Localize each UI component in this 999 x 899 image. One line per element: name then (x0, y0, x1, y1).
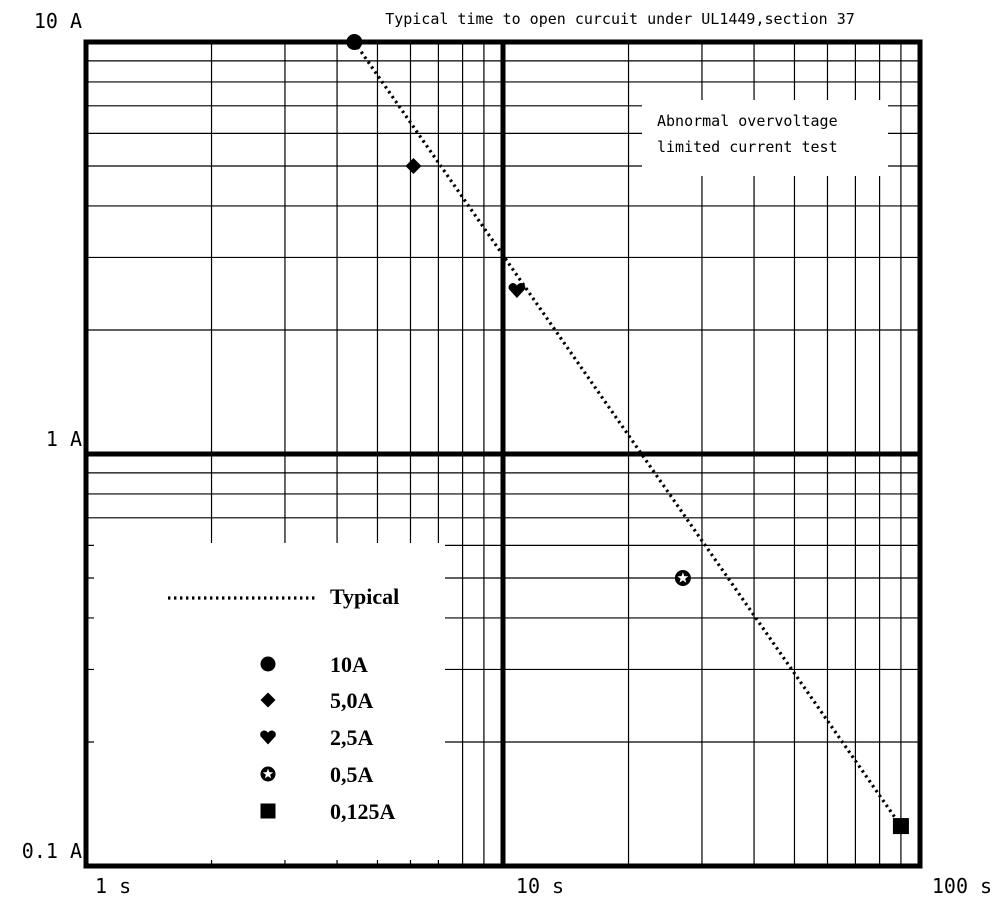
legend-marker-diamond (260, 692, 276, 708)
data-point-star-circle (674, 570, 691, 587)
x-tick-label: 1 s (95, 874, 131, 898)
y-tick-label: 10 A (34, 9, 82, 33)
legend-entry-label: 0,5A (330, 762, 374, 787)
annotation-line-1: Abnormal overvoltage (657, 112, 838, 130)
y-tick-label: 1 A (46, 427, 82, 451)
data-point-square (892, 818, 909, 835)
legend-marker-heart (260, 730, 276, 745)
chart-title: Typical time to open curcuit under UL144… (385, 10, 855, 28)
x-tick-label: 100 s (932, 874, 992, 898)
legend: Typical 10A 5,0A 2,5A 0,5A 0,125A (168, 584, 399, 824)
data-point-heart (508, 283, 526, 299)
legend-marker-star-circle (260, 766, 276, 782)
legend-marker-circle (260, 656, 276, 672)
plot-frame (83, 39, 923, 869)
legend-entry-label: 5,0A (330, 688, 374, 713)
data-point-circle (346, 34, 363, 50)
annotation-box: Abnormal overvoltage limited current tes… (642, 100, 888, 176)
axis-tick-labels: 10 A 1 A 0.1 A 1 s 10 s 100 s (22, 9, 992, 898)
legend-entry-label: 10A (330, 652, 368, 677)
legend-entry-label: 0,125A (330, 799, 396, 824)
x-tick-label: 10 s (516, 874, 564, 898)
annotation-line-2: limited current test (657, 138, 838, 156)
data-markers (346, 34, 909, 835)
data-point-diamond (405, 158, 422, 175)
legend-line-label: Typical (330, 584, 399, 609)
legend-marker-square (260, 803, 276, 819)
y-tick-label: 0.1 A (22, 839, 82, 863)
legend-entry-label: 2,5A (330, 725, 374, 750)
